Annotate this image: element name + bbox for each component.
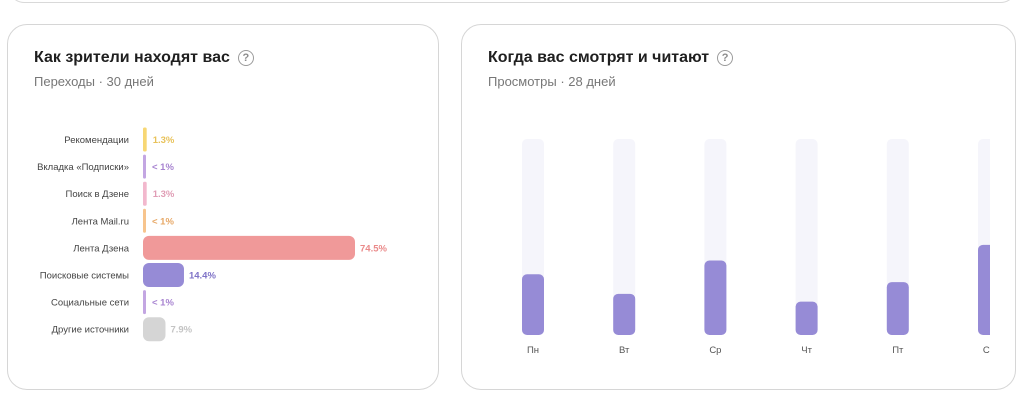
traffic-sources-subtitle: Переходы · 30 дней: [34, 74, 154, 89]
source-label: Социальные сети: [51, 298, 129, 309]
day-bar: [978, 244, 990, 335]
views-by-day-card: Когда вас смотрят и читают? Просмотры · …: [461, 24, 1016, 390]
views-by-day-title: Когда вас смотрят и читают?: [488, 49, 734, 67]
day-label: Пт: [892, 345, 904, 356]
previous-card-edge: [8, 0, 1017, 3]
views-by-day-title-text: Когда вас смотрят и читают: [488, 49, 710, 66]
source-bar: [143, 127, 147, 152]
day-bar: [704, 260, 727, 335]
day-label: Чт: [801, 345, 812, 356]
source-value-label: 14.4%: [189, 271, 216, 282]
source-bar: [143, 208, 146, 233]
source-label: Рекомендации: [64, 135, 129, 146]
source-bar: [143, 154, 146, 179]
source-value-label: < 1%: [152, 162, 174, 173]
source-label: Лента Дзена: [73, 243, 129, 254]
day-label: Вт: [619, 345, 630, 356]
day-track: [795, 139, 818, 335]
source-label: Вкладка «Подписки»: [37, 162, 129, 173]
source-label: Другие источники: [52, 325, 129, 336]
traffic-sources-title-text: Как зрители находят вас: [34, 49, 230, 66]
views-by-day-subtitle: Просмотры · 28 дней: [488, 74, 616, 89]
source-value-label: 74.5%: [360, 243, 387, 254]
day-bar: [522, 274, 544, 335]
views-by-day-chart: Пн Вт Ср Чт Пт Сб: [522, 139, 990, 356]
day-bar: [795, 301, 818, 335]
help-icon[interactable]: ?: [237, 50, 254, 66]
traffic-sources-title: Как зрители находят вас?: [34, 49, 254, 67]
source-label: Лента Mail.ru: [72, 216, 129, 227]
day-label: Пн: [527, 345, 539, 356]
traffic-sources-card: Как зрители находят вас? Переходы · 30 д…: [7, 24, 439, 390]
source-value-label: 7.9%: [170, 325, 192, 336]
day-bar: [886, 282, 909, 335]
source-bar: [143, 263, 184, 287]
source-value-label: 1.3%: [153, 189, 175, 200]
traffic-sources-chart: Рекомендации 1.3% Вкладка «Подписки» < 1% По…: [37, 127, 387, 342]
source-value-label: < 1%: [152, 216, 174, 227]
source-label: Поисковые системы: [40, 271, 129, 282]
source-bar: [143, 317, 166, 342]
day-label: Сб: [983, 345, 990, 356]
source-value-label: 1.3%: [153, 135, 175, 146]
source-value-label: < 1%: [152, 298, 174, 309]
source-bar: [143, 290, 146, 315]
day-label: Ср: [709, 345, 721, 356]
source-label: Поиск в Дзене: [66, 189, 129, 200]
source-bar: [143, 181, 147, 206]
day-bar: [613, 293, 636, 335]
source-bar: [143, 235, 355, 260]
day-track: [613, 139, 636, 335]
help-icon[interactable]: ?: [717, 50, 734, 66]
